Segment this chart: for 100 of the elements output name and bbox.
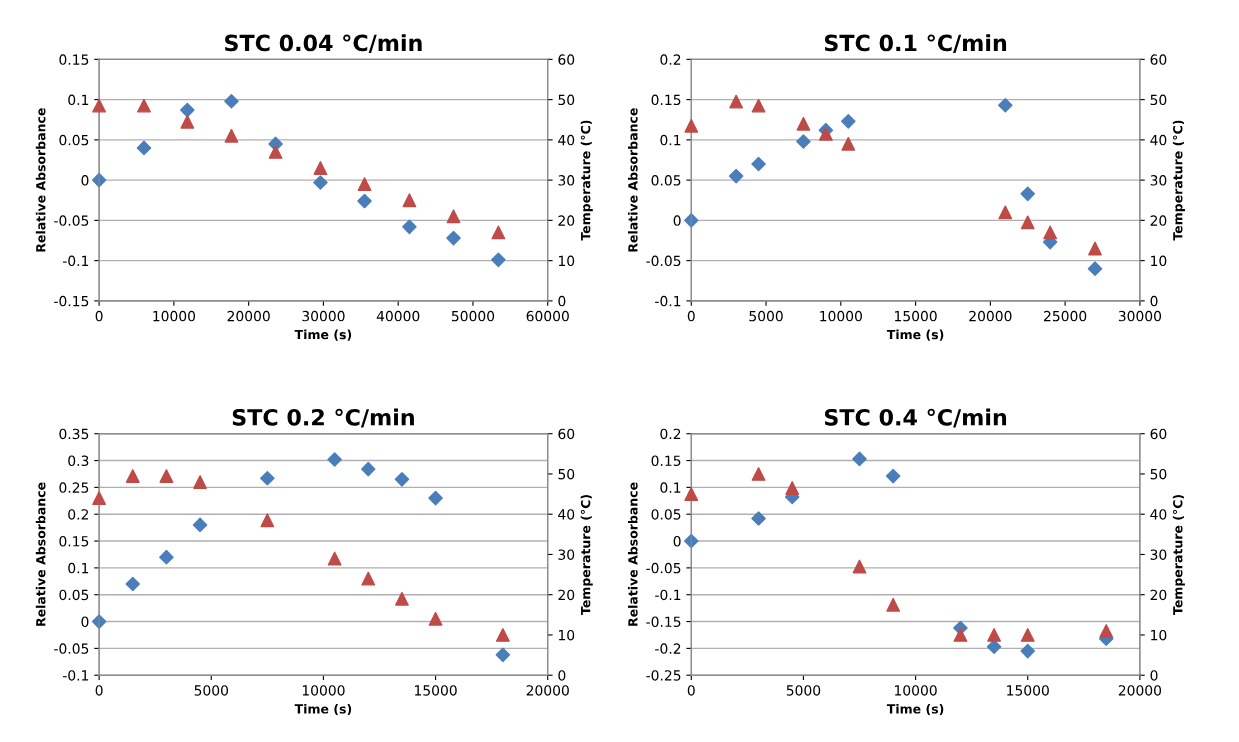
chart-title: STC 0.1 °C/min	[824, 34, 1007, 54]
x-tick-label: 0	[687, 310, 695, 322]
y-tick-label: 0.05	[59, 589, 89, 601]
x-axis-title: Time (s)	[886, 329, 944, 341]
point	[751, 98, 766, 113]
point	[357, 193, 372, 209]
point	[428, 490, 443, 506]
point	[1020, 643, 1036, 659]
y2-tick-label: 10	[558, 629, 575, 641]
point	[394, 472, 410, 487]
x-tick-label: 20000	[969, 310, 1012, 322]
point	[260, 513, 275, 528]
y-tick-label: 0.05	[651, 175, 681, 186]
y2-axis-title: Temperature (°C)	[580, 120, 593, 241]
y-axis-title: Relative Absorbance	[627, 108, 638, 252]
y2-tick-label: 20	[558, 589, 575, 601]
y-tick-label: 0.2	[660, 54, 681, 65]
y2-tick-label: 0	[1150, 295, 1158, 307]
point	[125, 469, 140, 483]
chart-title: STC 0.4 °C/min	[824, 408, 1007, 428]
point	[1087, 261, 1103, 276]
x-tick-label: 10000	[153, 310, 196, 322]
point	[1020, 628, 1035, 642]
point	[1043, 225, 1058, 240]
point	[327, 452, 342, 467]
x-tick-label: 25000	[1044, 310, 1087, 322]
point	[402, 219, 417, 235]
y2-tick-label: 30	[1150, 175, 1167, 186]
y2-axis-title: Temperature (°C)	[580, 494, 593, 615]
x-tick-label: 40000	[376, 310, 420, 322]
point	[796, 134, 811, 149]
y2-tick-label: 0	[1150, 670, 1158, 681]
point	[852, 559, 867, 574]
point	[491, 225, 506, 240]
point	[683, 213, 699, 228]
y2-tick-label: 40	[1150, 509, 1167, 520]
x-tick-label: 10000	[302, 685, 345, 696]
y-tick-label: -0.1	[62, 670, 89, 681]
y-tick-label: 0.1	[660, 482, 681, 493]
point	[137, 98, 151, 113]
x-tick-label: 30000	[1118, 310, 1162, 322]
y2-tick-label: 40	[558, 509, 575, 520]
x-tick-label: 20000	[227, 310, 270, 322]
point	[1099, 624, 1114, 638]
point	[136, 140, 152, 156]
y-tick-label: 0	[673, 215, 681, 226]
y-tick-label: 0	[673, 536, 681, 547]
point	[728, 168, 744, 184]
x-tick-label: 10000	[820, 310, 862, 322]
x-tick-label: 15000	[1007, 685, 1049, 696]
x-tick-label: 10000	[895, 685, 937, 696]
y2-tick-label: 20	[1150, 215, 1167, 226]
y-tick-label: 0.05	[59, 134, 89, 146]
y2-axis-title: Temperature (°C)	[1172, 120, 1185, 241]
y2-tick-label: 10	[1151, 255, 1167, 267]
point	[1020, 215, 1035, 230]
point	[360, 461, 376, 477]
x-tick-label: 0	[95, 310, 103, 322]
point	[180, 102, 195, 118]
point	[192, 517, 208, 533]
point	[841, 136, 856, 151]
x-tick-label: 30000	[302, 310, 345, 322]
point	[357, 177, 372, 192]
y-tick-label: 0	[81, 616, 89, 628]
y-tick-label: -0.05	[646, 255, 681, 267]
y-axis-title: Relative Absorbance	[35, 482, 46, 626]
x-tick-label: 20000	[526, 685, 569, 696]
y-tick-label: 0.1	[68, 562, 89, 574]
point	[684, 487, 699, 501]
y-tick-label: 0.15	[651, 455, 681, 467]
point	[92, 491, 107, 506]
point	[402, 193, 417, 208]
y-tick-label: 0.1	[660, 134, 681, 146]
point	[313, 175, 328, 190]
y-tick-label: -0.05	[54, 215, 89, 226]
y2-tick-label: 60	[558, 54, 575, 65]
point	[180, 114, 195, 129]
y2-tick-label: 60	[1150, 428, 1167, 440]
y2-axis-title: Temperature (°C)	[1172, 494, 1185, 615]
y2-tick-label: 50	[558, 468, 575, 480]
point	[998, 97, 1013, 113]
point	[495, 628, 510, 642]
y-tick-label: 0.15	[59, 536, 89, 547]
x-tick-label: 0	[95, 685, 103, 696]
y-axis-title: Relative Absorbance	[627, 482, 638, 626]
chart-title: STC 0.04 °C/min	[225, 34, 422, 54]
y-tick-label: -0.05	[646, 562, 681, 574]
y-tick-label: -0.15	[646, 616, 681, 628]
y2-tick-label: 30	[558, 549, 575, 560]
point	[987, 628, 1001, 642]
point	[224, 93, 239, 109]
point	[885, 468, 901, 484]
point	[395, 591, 409, 606]
point	[998, 205, 1013, 220]
x-tick-label: 15000	[895, 310, 937, 322]
y2-tick-label: 50	[558, 94, 575, 106]
point	[428, 611, 443, 626]
point	[818, 126, 833, 141]
y2-tick-label: 40	[1150, 134, 1167, 146]
x-axis-title: Time (s)	[294, 703, 352, 716]
